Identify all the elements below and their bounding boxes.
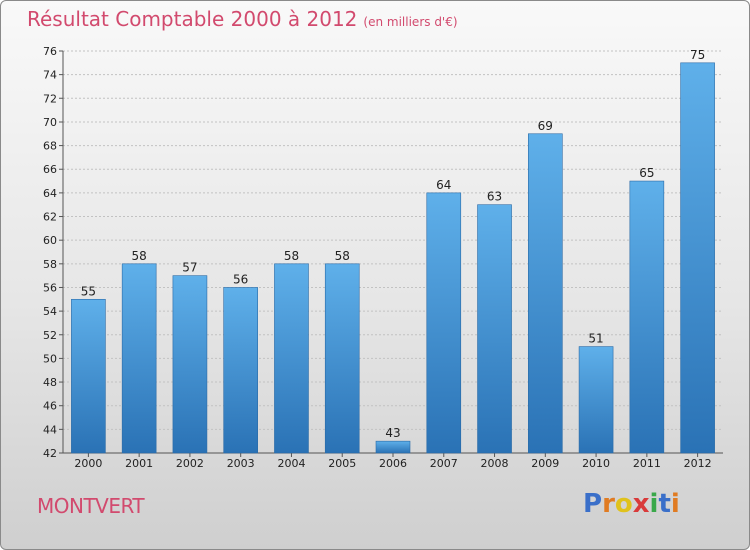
bar-value-label: 58 xyxy=(132,249,147,263)
bar xyxy=(578,346,614,454)
bar xyxy=(477,204,512,454)
grid-lines xyxy=(63,50,723,454)
y-tick-label: 72 xyxy=(43,92,57,105)
x-tick-label: 2007 xyxy=(430,457,458,470)
bar-value-label: 55 xyxy=(81,284,96,298)
y-tick-label: 50 xyxy=(43,352,57,365)
bar-value-label: 75 xyxy=(690,48,705,62)
bar xyxy=(121,263,157,454)
y-tick-label: 42 xyxy=(43,447,57,460)
bar xyxy=(528,133,563,454)
x-tick-label: 2008 xyxy=(481,457,509,470)
chart-subtitle: (en milliers d'€) xyxy=(363,15,458,29)
y-tick-label: 60 xyxy=(43,234,57,247)
x-tick-label: 2004 xyxy=(277,457,305,470)
y-tick-label: 58 xyxy=(43,258,57,271)
bar xyxy=(172,275,208,454)
y-tick-label: 56 xyxy=(43,281,57,294)
logo-letter: t xyxy=(658,489,671,519)
x-tick-label: 2000 xyxy=(74,457,102,470)
logo-letter: r xyxy=(602,489,615,519)
bar-value-label: 57 xyxy=(182,261,197,275)
x-tick-label: 2003 xyxy=(227,457,255,470)
chart-title: Résultat Comptable 2000 à 2012 (en millie… xyxy=(27,7,458,31)
bar-value-label: 56 xyxy=(233,272,248,286)
bar xyxy=(629,180,665,454)
bar xyxy=(223,287,258,454)
x-tick-label: 2009 xyxy=(531,457,559,470)
title-text: Résultat Comptable 2000 à 2012 xyxy=(27,7,358,31)
bars xyxy=(71,62,715,454)
x-tick-label: 2005 xyxy=(328,457,356,470)
y-tick-label: 54 xyxy=(43,305,57,318)
y-tick-label: 46 xyxy=(43,400,57,413)
town-name: MONTVERT xyxy=(37,494,145,518)
x-tick-label: 2001 xyxy=(125,457,153,470)
bar xyxy=(324,263,360,454)
bar-value-label: 64 xyxy=(436,178,451,192)
x-tick-label: 2011 xyxy=(633,457,661,470)
y-tick-label: 76 xyxy=(43,45,57,58)
logo-letter: i xyxy=(670,489,680,519)
y-tick-label: 52 xyxy=(43,329,57,342)
y-tick-label: 74 xyxy=(43,69,57,82)
y-tick-label: 64 xyxy=(43,187,57,200)
bar-value-label: 69 xyxy=(538,119,553,133)
bar-value-label: 58 xyxy=(335,249,350,263)
y-tick-label: 44 xyxy=(43,423,57,436)
x-tick-label: 2002 xyxy=(176,457,204,470)
bar-value-label: 65 xyxy=(639,166,654,180)
x-tick-label: 2006 xyxy=(379,457,407,470)
bar-value-label: 51 xyxy=(588,332,603,346)
bar-value-label: 43 xyxy=(385,426,400,440)
proxiti-logo: Proxiti xyxy=(583,489,680,519)
y-tick-label: 66 xyxy=(43,163,57,176)
bar xyxy=(375,440,411,454)
y-tick-label: 48 xyxy=(43,376,57,389)
logo-letter: x xyxy=(632,489,650,519)
logo-letter: i xyxy=(649,489,659,519)
y-tick-label: 70 xyxy=(43,116,57,129)
bar-value-label: 63 xyxy=(487,190,502,204)
labels: 55 58 57 56 58 58 43 64 63 69 51 65 75 xyxy=(81,48,706,440)
y-tick-label: 68 xyxy=(43,140,57,153)
x-tick-label: 2012 xyxy=(684,457,712,470)
logo-letter: P xyxy=(583,489,603,519)
bar xyxy=(274,263,309,454)
bar-value-label: 58 xyxy=(284,249,299,263)
bar xyxy=(71,298,106,454)
y-tick-label: 62 xyxy=(43,211,57,224)
x-tick-label: 2010 xyxy=(582,457,610,470)
bar xyxy=(426,192,462,454)
logo-letter: o xyxy=(614,489,633,519)
bar xyxy=(680,62,715,454)
